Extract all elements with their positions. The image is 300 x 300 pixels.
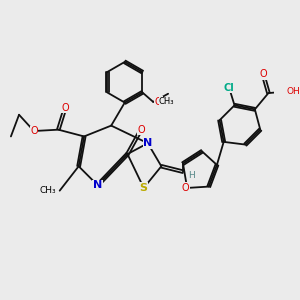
Text: O: O bbox=[154, 97, 162, 107]
Text: O: O bbox=[61, 103, 69, 113]
Text: N: N bbox=[143, 138, 152, 148]
Text: S: S bbox=[140, 183, 148, 193]
Text: CH₃: CH₃ bbox=[39, 186, 56, 195]
Text: Cl: Cl bbox=[224, 83, 235, 93]
Text: O: O bbox=[259, 69, 267, 79]
Text: N: N bbox=[93, 180, 102, 190]
Text: O: O bbox=[182, 183, 190, 193]
Text: O: O bbox=[137, 125, 145, 135]
Text: OH: OH bbox=[286, 87, 300, 96]
Text: H: H bbox=[188, 171, 194, 180]
Text: CH₃: CH₃ bbox=[159, 98, 175, 106]
Text: O: O bbox=[30, 126, 38, 136]
